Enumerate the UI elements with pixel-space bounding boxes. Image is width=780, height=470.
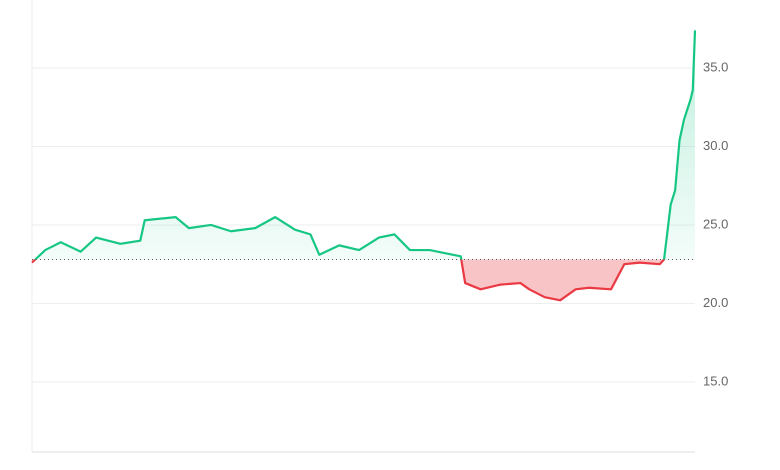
y-tick-label: 20.0 [703,295,728,310]
y-tick-label: 25.0 [703,216,728,231]
y-tick-label: 30.0 [703,138,728,153]
y-tick-label: 35.0 [703,59,728,74]
y-tick-label: 15.0 [703,373,728,388]
price-line [31,30,697,302]
area [32,30,695,301]
